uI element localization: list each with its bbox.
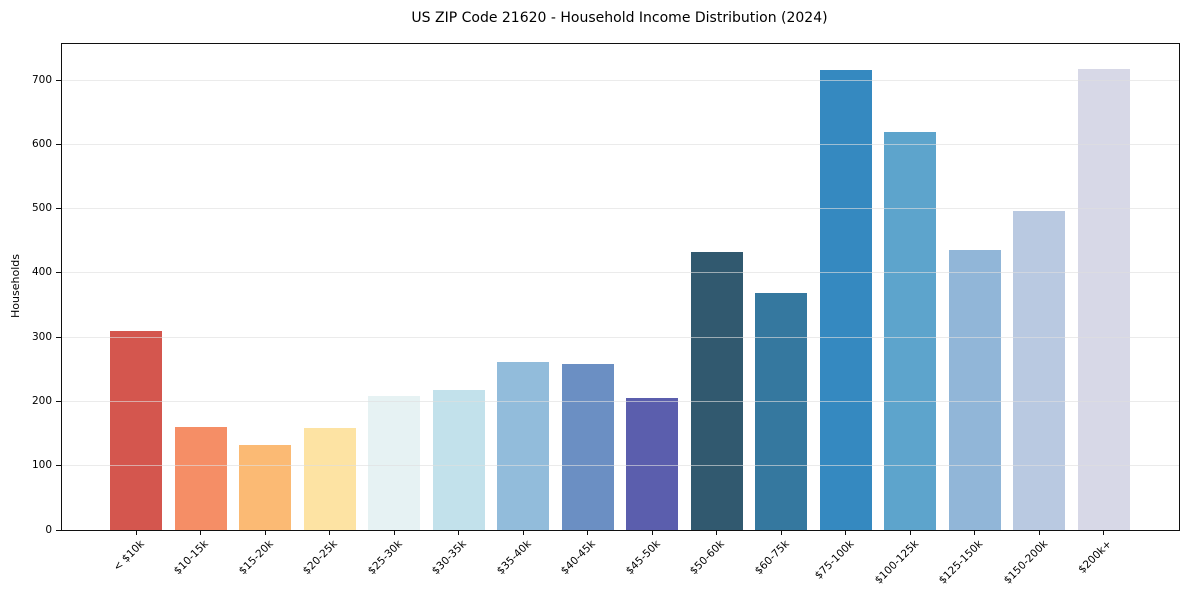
y-tick-mark bbox=[56, 79, 61, 81]
y-tick-mark bbox=[56, 465, 61, 467]
x-tick-label: $50-60k bbox=[688, 538, 728, 578]
x-tick-mark bbox=[135, 530, 137, 535]
x-tick-label: $35-40k bbox=[494, 538, 534, 578]
x-tick-mark bbox=[716, 530, 718, 535]
x-tick-mark bbox=[1038, 530, 1040, 535]
x-tick-mark bbox=[1103, 530, 1105, 535]
bar bbox=[110, 330, 163, 530]
x-tick-mark bbox=[974, 530, 976, 535]
gridline bbox=[62, 143, 1179, 145]
y-axis-title: Households bbox=[9, 254, 22, 318]
x-tick-mark bbox=[329, 530, 331, 535]
x-tick-label: $30-35k bbox=[430, 538, 470, 578]
x-tick-mark bbox=[522, 530, 524, 535]
y-tick-mark bbox=[56, 529, 61, 531]
x-tick-mark bbox=[909, 530, 911, 535]
bar bbox=[755, 293, 808, 530]
y-tick-label: 200 bbox=[31, 394, 52, 407]
y-tick-label: 0 bbox=[45, 523, 52, 536]
bar bbox=[303, 427, 356, 530]
x-tick-label: $60-75k bbox=[752, 538, 792, 578]
bar bbox=[1013, 211, 1066, 530]
bar bbox=[239, 445, 292, 530]
gridline bbox=[62, 400, 1179, 402]
x-tick-mark bbox=[651, 530, 653, 535]
x-tick-mark bbox=[393, 530, 395, 535]
bar bbox=[819, 69, 872, 530]
bar bbox=[368, 396, 421, 530]
x-tick-label: $40-45k bbox=[559, 538, 599, 578]
bar bbox=[1077, 69, 1130, 530]
y-tick-label: 100 bbox=[31, 459, 52, 472]
gridline bbox=[62, 79, 1179, 81]
x-tick-label: < $10k bbox=[111, 538, 147, 574]
gridline bbox=[62, 336, 1179, 338]
y-tick-label: 500 bbox=[31, 202, 52, 215]
bar bbox=[432, 389, 485, 530]
x-tick-mark bbox=[780, 530, 782, 535]
y-tick-mark bbox=[56, 400, 61, 402]
y-tick-label: 400 bbox=[31, 266, 52, 279]
gridline bbox=[62, 208, 1179, 210]
y-tick-label: 600 bbox=[31, 137, 52, 150]
x-tick-label: $10-15k bbox=[172, 538, 212, 578]
y-tick-mark bbox=[56, 336, 61, 338]
bar bbox=[174, 426, 227, 530]
x-tick-label: $125-150k bbox=[936, 538, 986, 587]
bar bbox=[561, 363, 614, 530]
x-tick-label: $25-30k bbox=[365, 538, 405, 578]
x-tick-mark bbox=[200, 530, 202, 535]
x-tick-label: $20-25k bbox=[301, 538, 341, 578]
plot-area: < $10k $10-15k $15-20k $20-25k $25-30k $30-35… bbox=[32, 43, 1180, 587]
y-tick-mark bbox=[56, 143, 61, 145]
gridline bbox=[62, 465, 1179, 467]
x-tick-label: $15-20k bbox=[236, 538, 276, 578]
x-tick-mark bbox=[845, 530, 847, 535]
x-tick-label: $150-200k bbox=[1001, 538, 1050, 587]
y-tick-mark bbox=[56, 208, 61, 210]
y-tick-label: 300 bbox=[31, 330, 52, 343]
x-tick-label: $75-100k bbox=[812, 538, 857, 582]
x-tick-mark bbox=[264, 530, 266, 535]
y-tick-label: 700 bbox=[31, 73, 52, 86]
x-tick-label: $45-50k bbox=[623, 538, 663, 578]
chart-title: US ZIP Code 21620 - Household Income Dis… bbox=[411, 10, 828, 26]
x-tick-mark bbox=[587, 530, 589, 535]
bar bbox=[884, 132, 937, 530]
x-tick-label: $200k+ bbox=[1076, 538, 1115, 576]
bar bbox=[626, 397, 679, 530]
y-tick-mark bbox=[56, 272, 61, 274]
bar bbox=[497, 361, 550, 530]
bar bbox=[948, 250, 1001, 530]
x-tick-label: $100-125k bbox=[872, 538, 921, 587]
gridline bbox=[62, 272, 1179, 274]
x-tick-mark bbox=[458, 530, 460, 535]
bar bbox=[690, 252, 743, 530]
